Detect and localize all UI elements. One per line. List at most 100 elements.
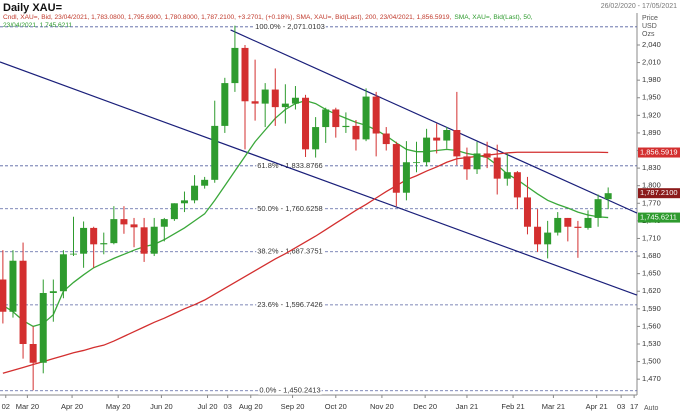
candle-body bbox=[59, 254, 67, 292]
candle-body bbox=[473, 153, 481, 170]
price-label: 1,856.5919 bbox=[640, 148, 678, 157]
candle-body bbox=[483, 153, 491, 158]
candle-body bbox=[140, 227, 148, 254]
candle-body bbox=[231, 47, 239, 84]
candle-body bbox=[110, 219, 118, 244]
candle-body bbox=[9, 260, 17, 312]
y-tick-label: 1,800 bbox=[642, 181, 661, 190]
candle-body bbox=[251, 101, 259, 104]
fib-label-bg bbox=[256, 299, 324, 309]
candle-body bbox=[100, 243, 108, 245]
price-label-box bbox=[638, 212, 680, 223]
fib-label-bg bbox=[254, 21, 326, 31]
x-tick-label: Apr 20 bbox=[61, 402, 83, 411]
candle-body bbox=[413, 162, 420, 164]
candle-body bbox=[130, 224, 138, 228]
x-tick-label: Mar 20 bbox=[16, 402, 39, 411]
candle-body bbox=[402, 162, 410, 193]
x-tick-label: Dec 20 bbox=[413, 402, 437, 411]
fib-label-bg bbox=[256, 203, 324, 213]
candle-body bbox=[39, 292, 47, 363]
candle-body bbox=[564, 217, 572, 227]
candle-body bbox=[90, 227, 98, 245]
candle-body bbox=[221, 83, 229, 126]
fib-label: 50.0% - 1,760.6258 bbox=[257, 204, 322, 213]
x-tick-label: Jun 20 bbox=[150, 402, 173, 411]
fib-label-bg bbox=[256, 160, 324, 170]
y-tick-label: 1,710 bbox=[642, 233, 661, 242]
y-tick-label: 1,980 bbox=[642, 75, 661, 84]
candle-body bbox=[382, 133, 390, 145]
candle-body bbox=[291, 97, 299, 104]
candle-body bbox=[453, 129, 461, 157]
y-tick-label: 1,530 bbox=[642, 339, 661, 348]
price-label: 1,745.6211 bbox=[640, 213, 677, 222]
x-tick-label: Mar 21 bbox=[542, 402, 565, 411]
candle-body bbox=[302, 97, 310, 150]
y-tick-label: 1,920 bbox=[642, 110, 661, 119]
chart-title: Daily XAU= bbox=[3, 2, 62, 14]
candle-body bbox=[463, 156, 471, 170]
candle-body bbox=[191, 185, 199, 201]
candle-body bbox=[503, 172, 511, 179]
candle-body bbox=[271, 89, 279, 108]
candle-body bbox=[281, 103, 289, 108]
x-tick-label: Aug 20 bbox=[239, 402, 263, 411]
candle-body bbox=[160, 219, 168, 227]
fib-label: 0.0% - 1,450.2413 bbox=[259, 386, 320, 395]
x-tick-label: Jul 20 bbox=[198, 402, 218, 411]
moving-average bbox=[2, 151, 609, 374]
axis-unit-label: USD bbox=[642, 23, 657, 30]
y-tick-label: 1,770 bbox=[642, 198, 661, 207]
candle-body bbox=[554, 217, 562, 233]
y-tick-label: 2,040 bbox=[642, 40, 661, 49]
info-line: 23/04/2021, 1,745.6211 bbox=[3, 22, 73, 29]
candle-body bbox=[261, 89, 269, 104]
y-tick-label: 1,620 bbox=[642, 286, 661, 295]
candle-body bbox=[433, 137, 441, 141]
y-tick-label: 2,010 bbox=[642, 58, 661, 67]
x-tick-label: Jan 21 bbox=[456, 402, 479, 411]
info-text: 23/04/2021, 1,745.6211 bbox=[3, 22, 73, 29]
candle-body bbox=[211, 125, 219, 180]
y-tick-label: 1,680 bbox=[642, 251, 661, 260]
candle-body bbox=[584, 217, 592, 228]
y-tick-label: 1,470 bbox=[642, 374, 661, 383]
axis-unit-label: Ozs bbox=[642, 31, 655, 38]
info-line: Cndl, XAU=, Bid, 23/04/2021, 1,783.0800,… bbox=[3, 14, 533, 21]
y-tick-label: 1,950 bbox=[642, 93, 661, 102]
info-text: Cndl, XAU=, Bid, 23/04/2021, 1,783.0800,… bbox=[3, 14, 452, 21]
info-text: SMA, XAU=, Bid(Last), 50, bbox=[454, 14, 532, 21]
y-tick-label: 1,830 bbox=[642, 163, 661, 172]
trendline bbox=[230, 29, 638, 214]
candle-body bbox=[594, 199, 602, 218]
candle-body bbox=[392, 144, 400, 193]
candle-body bbox=[372, 96, 380, 134]
candle-body bbox=[513, 172, 521, 198]
candle-body bbox=[523, 197, 531, 227]
date-range: 26/02/2020 - 17/05/2021 bbox=[601, 3, 677, 10]
candle-body bbox=[312, 127, 320, 150]
candle-body bbox=[80, 227, 88, 254]
candle-body bbox=[49, 291, 57, 293]
x-tick-label: Feb 21 bbox=[501, 402, 524, 411]
y-tick-label: 1,560 bbox=[642, 321, 661, 330]
candle-body bbox=[362, 96, 370, 140]
candle-body bbox=[180, 200, 188, 204]
candle-body bbox=[574, 226, 582, 228]
y-tick-label: 1,500 bbox=[642, 357, 661, 366]
x-tick-label: Oct 20 bbox=[325, 402, 347, 411]
candle-body bbox=[201, 179, 209, 186]
candle-body bbox=[29, 343, 37, 363]
candle-body bbox=[443, 129, 451, 141]
x-tick-label: Sep 20 bbox=[281, 402, 305, 411]
y-tick-label: 1,890 bbox=[642, 128, 661, 137]
axis-unit-label: Price bbox=[642, 15, 658, 22]
candle-body bbox=[604, 193, 612, 200]
candle-body bbox=[544, 232, 552, 245]
candle-body bbox=[342, 125, 350, 128]
footer-label: Auto bbox=[644, 405, 659, 412]
x-tick-label: Nov 20 bbox=[370, 402, 394, 411]
candle-body bbox=[70, 253, 77, 255]
